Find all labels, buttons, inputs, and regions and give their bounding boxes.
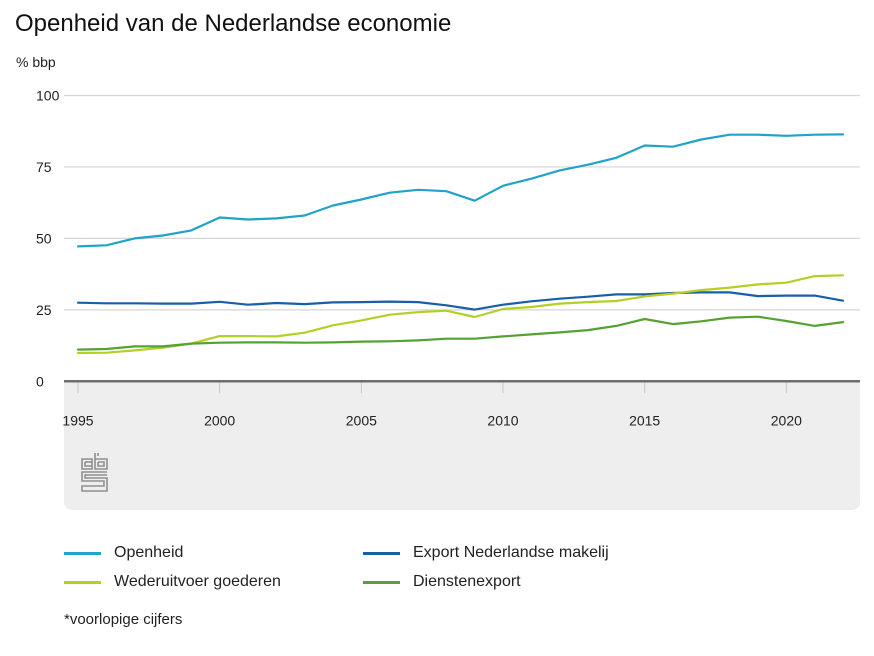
series-lines — [76, 133, 845, 355]
series-line-export-nederlandse-makelij[interactable] — [76, 291, 845, 311]
x-tick-label: 1995 — [62, 412, 93, 428]
legend-swatch — [64, 551, 101, 555]
y-axis-unit-label: % bbp — [16, 54, 56, 70]
series-line-openheid[interactable] — [76, 133, 845, 248]
cbs-logo-icon — [81, 453, 108, 492]
legend-swatch — [363, 551, 400, 555]
x-tick-label: 2005 — [346, 412, 377, 428]
x-tick-label: 2020 — [771, 412, 802, 428]
legend-item-dienstenexport[interactable]: Dienstenexport — [363, 573, 521, 591]
footnote: *voorlopige cijfers — [64, 611, 183, 628]
series-line-wederuitvoer-goederen[interactable] — [76, 274, 845, 355]
legend-label: Export Nederlandse makelij — [413, 544, 609, 561]
legend-label: Wederuitvoer goederen — [114, 573, 281, 590]
y-tick-label: 75 — [36, 159, 52, 175]
y-tick-label: 25 — [36, 302, 52, 318]
x-axis: 1995 2000 2005 2010 2015 2020 — [62, 380, 860, 428]
gridlines — [64, 94, 860, 311]
line-chart: 0 25 50 75 100 1995 2000 2005 2010 2015 2020 — [36, 88, 860, 428]
legend-swatch — [363, 580, 400, 584]
x-tick-label: 2000 — [204, 412, 235, 428]
legend-item-wederuitvoer-goederen[interactable]: Wederuitvoer goederen — [64, 573, 281, 591]
y-tick-label: 50 — [36, 230, 52, 246]
x-axis-panel — [64, 381, 860, 510]
y-tick-label: 100 — [36, 88, 60, 104]
x-tick-label: 2015 — [629, 412, 660, 428]
legend-swatch — [64, 580, 101, 584]
y-tick-label: 0 — [36, 373, 44, 389]
y-axis-ticks: 0 25 50 75 100 — [36, 88, 60, 390]
legend-label: Dienstenexport — [413, 573, 521, 590]
chart-title: Openheid van de Nederlandse economie — [15, 10, 452, 37]
legend-label: Openheid — [114, 544, 184, 561]
series-line-dienstenexport[interactable] — [76, 315, 845, 351]
legend-item-export-nederlandse-makelij[interactable]: Export Nederlandse makelij — [363, 544, 609, 562]
legend-item-openheid[interactable]: Openheid — [64, 544, 183, 562]
x-tick-label: 2010 — [487, 412, 518, 428]
